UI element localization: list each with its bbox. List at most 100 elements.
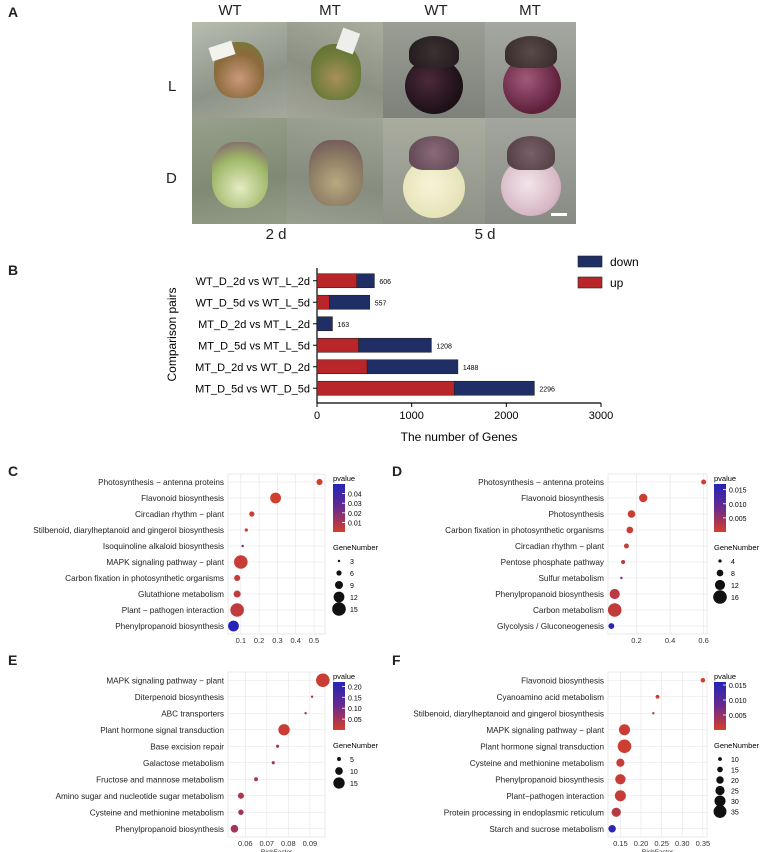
y-tick-label: MT_D_5d vs WT_D_5d (195, 383, 310, 395)
x-tick-label: 0.4 (290, 636, 300, 644)
total-label: 606 (379, 279, 391, 286)
pathway-label: Glycolysis / Gluconeogenesis (497, 622, 604, 631)
size-legend-dot (717, 766, 723, 773)
x-tick-label: 3000 (589, 410, 613, 422)
colorbar-tick-label: 0.02 (348, 511, 362, 518)
panel-d-letter: D (392, 463, 403, 479)
x-tick-label: 2000 (494, 410, 518, 422)
size-legend-dot (716, 569, 724, 577)
pathway-label: Sulfur metabolism (538, 574, 604, 583)
bubble-point (608, 825, 616, 833)
photo-mt-2d-dark (287, 118, 384, 224)
size-legend-dot (718, 757, 722, 761)
scale-bar (551, 213, 567, 216)
bar-down (366, 359, 459, 375)
x-tick-label: 0.07 (259, 839, 274, 848)
bar-up (316, 294, 330, 310)
bubble-point (276, 744, 280, 748)
pathway-label: Plant − pathogen interaction (122, 606, 225, 615)
plot-area (607, 473, 708, 635)
x-axis-title: The number of Genes (401, 430, 518, 444)
size-legend-dot (713, 590, 727, 604)
plot-area (227, 671, 326, 838)
bubble-point (234, 574, 241, 582)
pathway-label: Galactose metabolism (143, 759, 224, 768)
colorbar-tick-label: 0.005 (729, 516, 747, 523)
bubble-point (249, 511, 255, 517)
size-legend-label: 5 (350, 757, 354, 764)
bubble-point (615, 774, 626, 785)
photo-mt-2d-light (287, 22, 384, 118)
bubble-point (652, 712, 655, 715)
photo-wt-5d-light (383, 22, 486, 118)
x-tick-label: 0.3 (272, 636, 282, 644)
bubble-point (244, 528, 248, 532)
pathway-label: Circadian rhythm − plant (515, 542, 605, 551)
size-legend-dot (337, 757, 341, 761)
y-tick-label: MT_D_2d vs MT_L_2d (198, 319, 310, 331)
legend-size-title: GeneNumber (333, 543, 379, 552)
colorbar-tick-label: 0.005 (729, 713, 747, 720)
panel-a-letter: A (8, 4, 19, 20)
panel-b-letter: B (8, 262, 19, 278)
pathway-label: Protein processing in endoplasmic reticu… (444, 808, 604, 817)
pathway-label: Amino sugar and nucleotide sugar metabol… (56, 792, 225, 801)
pathway-label: Pentose phosphate pathway (501, 558, 605, 567)
colorbar-tick-label: 0.10 (348, 706, 362, 713)
bubble-point (230, 603, 244, 617)
colorbar-tick-label: 0.01 (348, 520, 362, 527)
x-tick-label: 0.25 (654, 839, 669, 848)
bubble-point (270, 492, 281, 504)
size-legend-dot (718, 559, 722, 563)
x-tick-label: 0 (314, 410, 320, 422)
size-legend-dot (716, 776, 724, 784)
row-label-dark: D (166, 170, 177, 187)
x-tick-label: 0.2 (254, 636, 264, 644)
bubble-point (254, 777, 258, 782)
chart-e-kegg-enrichment: 0.06 0.07 0.08 0.09 RichFactor MAPK signaling… (56, 671, 379, 852)
col-label-wt-2d: WT (218, 2, 242, 19)
bubble-point (639, 493, 648, 503)
bubble-point (230, 824, 239, 833)
chart-f-kegg-enrichment: 0.15 0.20 0.25 0.30 0.35 RichFactor Flavonoid … (413, 671, 760, 852)
size-legend-label: 10 (731, 757, 739, 764)
bubble-point (618, 724, 631, 736)
photo-mt-5d-light (485, 22, 576, 118)
size-legend-label: 12 (731, 583, 739, 590)
pathway-label: Circadian rhythm − plant (135, 510, 225, 519)
chart-b-gene-counts: WT_D_2d vs WT_L_2d 606 WT_D_5d vs WT_L_5d 5… (165, 255, 639, 444)
bar-down (329, 294, 371, 310)
pathway-label: Plant hormone signal transduction (480, 742, 604, 751)
pathway-label: Carbon fixation in photosynthetic organi… (65, 574, 224, 583)
pathway-label: Phenylpropanoid biosynthesis (495, 590, 604, 599)
total-label: 1488 (463, 365, 479, 372)
x-tick-label: 0.2 (631, 636, 641, 644)
size-legend-dot (336, 570, 342, 576)
bubble-point (228, 620, 239, 632)
pathway-label: Photosynthesis − antenna proteins (478, 478, 604, 487)
colorbar-tick-label: 0.010 (729, 502, 747, 509)
photo-wt-5d-dark (383, 118, 486, 224)
legend-size-title: GeneNumber (333, 741, 379, 750)
bubble-point (655, 694, 660, 699)
legend-swatch-down (577, 255, 603, 268)
pathway-label: MAPK signaling pathway − plant (486, 726, 604, 735)
time-label-2d: 2 d (265, 226, 287, 243)
pathway-label: MAPK signaling pathway − plant (106, 558, 224, 567)
bubble-point (627, 510, 636, 518)
col-label-mt-5d: MT (519, 2, 541, 19)
pathway-label: Flavonoid biosynthesis (141, 494, 224, 503)
legend-pvalue-title: pvalue (333, 672, 355, 681)
photo-wt-2d-dark (192, 118, 288, 224)
size-legend-label: 20 (731, 778, 739, 785)
colorbar-tick-label: 0.05 (348, 717, 362, 724)
size-legend-dot (715, 785, 725, 796)
bubble-point (304, 712, 307, 715)
pathway-label: Flavonoid biosynthesis (521, 494, 604, 503)
pathway-label: Starch and sucrose metabolism (489, 825, 604, 834)
bubble-point (701, 479, 707, 485)
pathway-label: Stilbenoid, diarylheptanoid and gingerol… (413, 709, 604, 718)
bar-up (316, 359, 368, 375)
bubble-point (237, 792, 244, 799)
bar-up (316, 273, 358, 289)
